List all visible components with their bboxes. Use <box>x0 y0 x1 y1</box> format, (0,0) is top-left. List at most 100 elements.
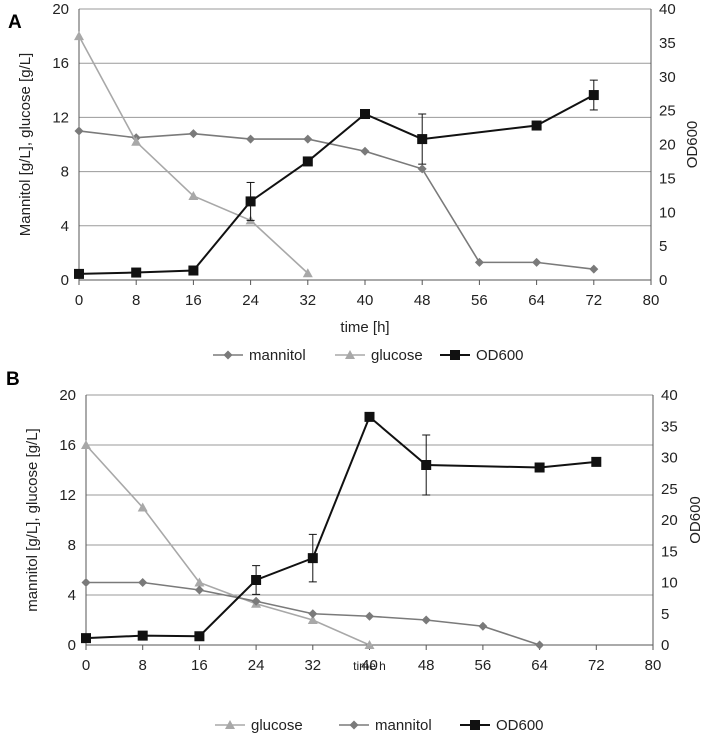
y-axis-title-a: Mannitol [g/L], glucose [g/L] <box>17 53 34 236</box>
point-a-od600-1 <box>131 267 142 278</box>
x-tick-a-6: 48 <box>414 292 431 309</box>
x-tick-a-2: 16 <box>185 292 202 309</box>
legend-marker-a-od600 <box>450 350 460 360</box>
panel-label-a: A <box>8 12 22 33</box>
point-b-mannitol-4 <box>308 609 318 619</box>
y2-tick-b-0: 0 <box>661 637 669 654</box>
legend-marker-b-mannitol <box>349 720 359 730</box>
point-a-mannitol-9 <box>589 264 599 274</box>
x-tick-a-5: 40 <box>357 292 374 309</box>
x-tick-b-9: 72 <box>588 657 605 674</box>
point-a-od600-8 <box>302 156 313 167</box>
legend-label-b-od600: OD600 <box>496 717 544 734</box>
y-tick-a-3: 12 <box>52 109 69 126</box>
x-tick-a-3: 24 <box>242 292 259 309</box>
point-b-glucose-0 <box>81 440 91 449</box>
y2-tick-a-1: 5 <box>659 238 667 255</box>
point-b-glucose-1 <box>137 502 148 512</box>
legend-marker-b-od600 <box>470 720 480 730</box>
point-a-od600-4 <box>360 109 370 120</box>
legend-label-b-glucose: glucose <box>251 717 303 734</box>
point-a-mannitol-8 <box>532 257 542 267</box>
point-a-glucose-2 <box>188 190 199 200</box>
y2-axis-title-a: OD600 <box>684 121 701 169</box>
y2-tick-b-3: 15 <box>661 543 678 560</box>
y-tick-b-5: 20 <box>59 387 76 404</box>
legend-label-a-glucose: glucose <box>371 347 423 364</box>
legend-label-a-mannitol: mannitol <box>249 347 306 364</box>
point-b-mannitol-7 <box>478 621 488 631</box>
legend-marker-b-glucose <box>225 720 235 729</box>
x-tick-a-7: 56 <box>471 292 488 309</box>
y2-tick-a-8: 40 <box>659 1 676 18</box>
x-tick-b-7: 56 <box>475 657 492 674</box>
point-b-mannitol-2 <box>194 585 204 595</box>
point-b-mannitol-6 <box>421 615 431 625</box>
x-tick-b-3: 24 <box>248 657 265 674</box>
point-b-od600-1 <box>137 630 148 641</box>
point-b-glucose-5 <box>364 640 375 649</box>
point-a-od600-3 <box>245 196 256 207</box>
point-a-mannitol-6 <box>417 164 427 174</box>
x-tick-b-0: 0 <box>82 657 90 674</box>
y-tick-b-0: 0 <box>68 637 76 654</box>
point-b-mannitol-5 <box>365 611 374 621</box>
point-a-glucose-0 <box>74 31 84 41</box>
y2-tick-b-6: 30 <box>661 450 678 467</box>
y-tick-a-2: 8 <box>61 164 69 181</box>
y2-tick-b-2: 10 <box>661 575 678 592</box>
point-b-od600-6 <box>421 460 432 470</box>
x-tick-b-8: 64 <box>531 657 548 674</box>
series-line-a-glucose <box>78 35 309 274</box>
point-a-mannitol-2 <box>188 129 198 139</box>
x-tick-a-9: 72 <box>585 292 602 309</box>
y2-tick-b-5: 25 <box>661 481 678 498</box>
point-a-od600-2 <box>188 265 199 276</box>
point-b-mannitol-0 <box>81 578 91 587</box>
y2-axis-title-b: OD600 <box>687 496 704 544</box>
point-b-mannitol-1 <box>138 578 148 587</box>
point-b-od600-8 <box>591 456 602 467</box>
y-tick-a-4: 16 <box>52 55 69 72</box>
y2-tick-a-5: 25 <box>659 103 676 120</box>
y-tick-b-4: 16 <box>59 437 76 454</box>
point-b-od600-2 <box>194 631 205 642</box>
y-tick-b-2: 8 <box>68 537 76 554</box>
x-tick-a-8: 64 <box>528 292 545 309</box>
y-tick-a-0: 0 <box>61 272 69 289</box>
legend-marker-a-mannitol <box>223 350 233 360</box>
x-tick-b-6: 48 <box>418 657 435 674</box>
legend-label-b-mannitol: mannitol <box>375 717 432 734</box>
x-tick-b-2: 16 <box>191 657 208 674</box>
point-a-mannitol-5 <box>360 146 370 156</box>
y-tick-a-1: 4 <box>61 218 69 235</box>
point-a-glucose-4 <box>302 268 313 278</box>
y2-tick-a-0: 0 <box>659 272 667 289</box>
x-tick-b-4: 32 <box>304 657 321 674</box>
y-axis-title-b: mannitol [g/L], glucose [g/L] <box>24 428 41 611</box>
y2-tick-b-8: 40 <box>661 387 678 404</box>
y2-tick-a-4: 20 <box>659 137 676 154</box>
x-tick-a-4: 32 <box>299 292 316 309</box>
x-tick-a-10: 80 <box>643 292 660 309</box>
point-a-od600-6 <box>531 120 542 131</box>
point-b-od600-3 <box>251 575 262 585</box>
series-line-a-mannitol <box>78 130 594 270</box>
x-tick-a-1: 8 <box>132 292 140 309</box>
point-a-mannitol-3 <box>246 134 256 144</box>
legend-label-a-od600: OD600 <box>476 347 524 364</box>
x-tick-b-5: 40 <box>361 657 378 674</box>
x-tick-b-1: 8 <box>139 657 147 674</box>
panel-label-b: B <box>6 369 20 390</box>
point-a-mannitol-0 <box>74 126 84 136</box>
point-b-mannitol-3 <box>251 596 261 606</box>
y2-tick-a-7: 35 <box>659 35 676 52</box>
series-line-b-od600 <box>85 415 597 640</box>
point-b-glucose-2 <box>194 577 205 587</box>
y2-tick-b-4: 20 <box>661 512 678 529</box>
y2-tick-a-2: 10 <box>659 204 676 221</box>
y2-tick-a-6: 30 <box>659 69 676 86</box>
y2-tick-b-1: 5 <box>661 606 669 623</box>
